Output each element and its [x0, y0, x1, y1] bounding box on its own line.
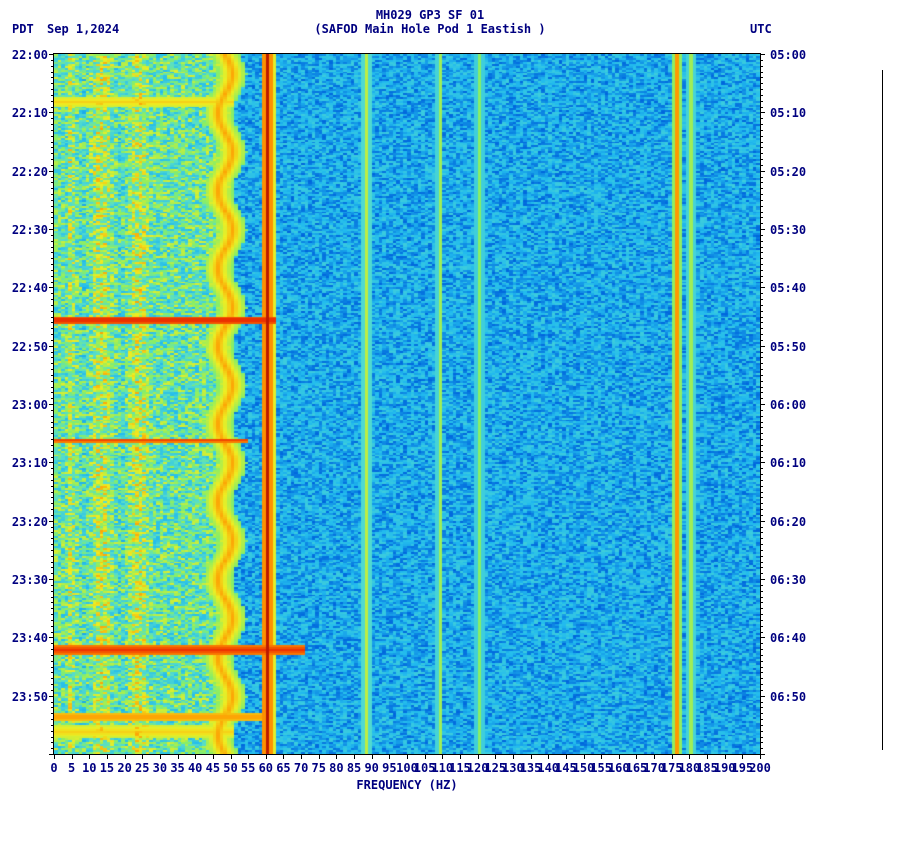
- date-label: Sep 1,2024: [47, 22, 119, 36]
- x-tick-label: 85: [347, 761, 361, 775]
- y-right-label: 05:00: [770, 48, 806, 62]
- x-tick-label: 95: [382, 761, 396, 775]
- y-right-label: 06:00: [770, 398, 806, 412]
- y-left-label: 22:40: [12, 281, 48, 295]
- y-left-label: 23:00: [12, 398, 48, 412]
- x-tick-label: 30: [153, 761, 167, 775]
- y-left-label: 23:40: [12, 631, 48, 645]
- y-right-label: 05:40: [770, 281, 806, 295]
- x-tick-label: 70: [294, 761, 308, 775]
- x-tick-label: 25: [135, 761, 149, 775]
- x-tick-label: 15: [100, 761, 114, 775]
- x-tick-label: 20: [117, 761, 131, 775]
- x-tick-label: 0: [50, 761, 57, 775]
- y-left-label: 22:10: [12, 106, 48, 120]
- x-tick-label: 40: [188, 761, 202, 775]
- spectrogram-canvas: [54, 54, 760, 754]
- y-right-label: 06:30: [770, 573, 806, 587]
- y-right-label: 05:30: [770, 223, 806, 237]
- y-left-label: 22:00: [12, 48, 48, 62]
- y-right-label: 06:20: [770, 515, 806, 529]
- title-line-1: MH029 GP3 SF 01: [376, 8, 484, 22]
- y-right-label: 06:40: [770, 631, 806, 645]
- y-left-label: 22:20: [12, 165, 48, 179]
- title-line-2: (SAFOD Main Hole Pod 1 Eastish ): [314, 22, 545, 36]
- x-tick-label: 5: [68, 761, 75, 775]
- y-left-label: 23:50: [12, 690, 48, 704]
- y-right-label: 05:50: [770, 340, 806, 354]
- right-tz-label: UTC: [750, 22, 772, 36]
- figure-root: PDT Sep 1,2024 MH029 GP3 SF 01 (SAFOD Ma…: [0, 0, 902, 864]
- x-tick-label: 10: [82, 761, 96, 775]
- y-left-label: 23:10: [12, 456, 48, 470]
- y-right-label: 05:20: [770, 165, 806, 179]
- x-tick-label: 45: [206, 761, 220, 775]
- y-left-label: 23:30: [12, 573, 48, 587]
- x-tick-label: 60: [259, 761, 273, 775]
- x-tick-label: 65: [276, 761, 290, 775]
- y-left-label: 22:50: [12, 340, 48, 354]
- x-tick-label: 80: [329, 761, 343, 775]
- left-tz-label: PDT: [12, 22, 34, 36]
- x-tick-label: 90: [364, 761, 378, 775]
- y-left-label: 23:20: [12, 515, 48, 529]
- y-right-label: 06:50: [770, 690, 806, 704]
- y-right-label: 05:10: [770, 106, 806, 120]
- x-tick-label: 35: [170, 761, 184, 775]
- y-right-label: 06:10: [770, 456, 806, 470]
- x-tick-label: 200: [749, 761, 771, 775]
- spectrogram-plot: [54, 54, 760, 754]
- x-tick-label: 50: [223, 761, 237, 775]
- x-tick-label: 75: [312, 761, 326, 775]
- right-margin-mark: [882, 70, 883, 750]
- x-tick-label: 55: [241, 761, 255, 775]
- y-left-label: 22:30: [12, 223, 48, 237]
- x-axis-title: FREQUENCY (HZ): [356, 778, 457, 792]
